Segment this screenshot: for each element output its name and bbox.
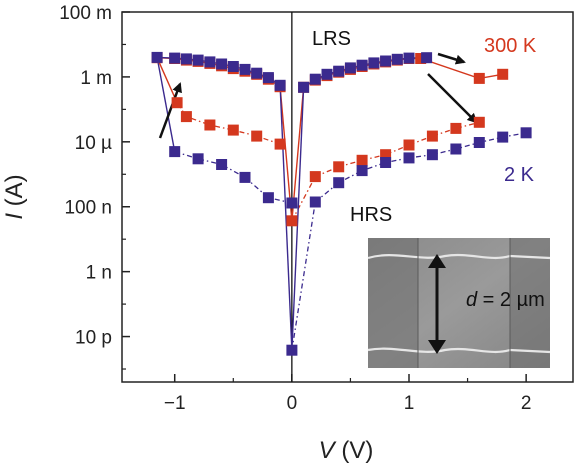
point-300k-lrs-pos-26 — [473, 72, 485, 84]
point-2k-hrs-4 — [380, 157, 392, 168]
point-2k-lrs-pos-18 — [309, 73, 321, 85]
point-2k-hrs-8 — [473, 137, 485, 148]
point-300k-hrs-neg-13 — [180, 111, 192, 123]
lrs-label: LRS — [312, 28, 351, 50]
x-tick-label-3: 2 — [521, 393, 532, 414]
point-2k-lrs-pos-27 — [421, 52, 433, 64]
lrs-neg-origin-line-2k — [279, 85, 293, 351]
point-300k-hrs-4 — [380, 149, 392, 161]
x-tick-label-2: 1 — [404, 393, 415, 414]
sweep-arrow-left — [158, 82, 182, 139]
point-300k-hrs-neg-9 — [274, 138, 286, 150]
y-tick-label-5: 10 p — [75, 328, 112, 349]
y-tick-label-3: 100 n — [64, 198, 112, 219]
sweep-arrow-top-right — [437, 52, 466, 65]
point-300k-lrs-pos-25 — [415, 53, 427, 64]
point-2k-hrs-neg-15 — [192, 153, 204, 165]
point-2k-lrs-neg-36 — [180, 53, 192, 65]
point-300k-hrs-neg-10 — [251, 130, 263, 142]
point-2k-lrs-pos-20 — [333, 65, 345, 77]
point-300k-hrs-neg-11 — [227, 124, 239, 136]
x-axis-unit: (V) — [341, 437, 373, 464]
y-axis-label: I (A) — [1, 174, 28, 219]
axis-ticks: −1 0 1 2 100 m 1 m 10 µ 100 n 1 n 10 p — [59, 3, 531, 414]
y-axis-var: I — [1, 213, 28, 220]
point-300k-hrs-5 — [403, 139, 415, 151]
y-tick-label-2: 10 µ — [75, 133, 112, 154]
point-2k-hrs-9 — [497, 131, 509, 143]
point-2k-lrs-neg-37 — [169, 52, 181, 64]
point-2k-hrs-2 — [333, 177, 345, 189]
y-tick-label-1: 1 m — [80, 68, 112, 89]
lrs-pos-origin-line-2k — [291, 87, 305, 351]
set-jump-line-300k — [156, 57, 178, 103]
point-300k-hrs-0 — [286, 215, 298, 227]
point-2k-lrs-neg-38 — [151, 51, 163, 63]
point-2k-hrs-1 — [309, 196, 321, 208]
point-300k-hrs-neg-14 — [171, 97, 183, 109]
point-2k-lrs-neg-32 — [227, 61, 239, 72]
inset-label-value: = 2 µm — [477, 289, 545, 311]
y-tick-label-0: 100 m — [59, 3, 112, 24]
hrs-label: HRS — [350, 204, 392, 226]
x-tick-label-1: 0 — [287, 393, 298, 414]
point-2k-lrs-pos-19 — [321, 68, 333, 80]
inset-sem-image — [367, 238, 551, 368]
inset-label: d = 2 µm — [466, 289, 545, 311]
point-2k-lrs-neg-33 — [216, 58, 228, 70]
set-jump-line-2k — [156, 57, 176, 152]
point-2k-hrs-0 — [286, 344, 298, 356]
point-300k-lrs-pos-27 — [497, 68, 509, 80]
point-2k-lrs-neg-28 — [274, 79, 286, 91]
point-2k-lrs-pos-17 — [298, 81, 310, 93]
x-tick-label-0: −1 — [164, 393, 186, 414]
point-2k-lrs-pos-22 — [356, 59, 368, 71]
point-2k-hrs-neg-11 — [286, 197, 298, 209]
point-300k-hrs-6 — [426, 130, 438, 142]
inset-label-var: d — [466, 289, 478, 311]
plot-frame — [121, 11, 574, 383]
point-2k-lrs-pos-26 — [403, 52, 415, 64]
point-300k-hrs-3 — [356, 154, 368, 166]
point-2k-lrs-pos-21 — [344, 62, 356, 74]
series-markers — [151, 51, 532, 356]
point-300k-hrs-1 — [309, 171, 321, 183]
legend-2k: 2 K — [504, 164, 535, 186]
x-axis-label: V (V) — [319, 437, 374, 464]
point-2k-lrs-neg-34 — [204, 56, 216, 68]
point-300k-hrs-7 — [450, 122, 462, 134]
point-2k-hrs-neg-16 — [169, 146, 181, 158]
x-axis-var: V — [319, 437, 337, 464]
point-2k-lrs-pos-24 — [380, 55, 392, 67]
point-2k-hrs-neg-13 — [239, 171, 251, 183]
point-2k-lrs-neg-29 — [262, 72, 274, 84]
hrs-neg-line-2k — [174, 150, 293, 204]
point-300k-hrs-neg-12 — [204, 119, 216, 131]
sweep-arrow-down-right — [427, 73, 478, 124]
point-300k-hrs-2 — [333, 161, 345, 173]
point-2k-lrs-neg-35 — [192, 54, 204, 66]
hrs-line-300k — [291, 121, 480, 222]
point-300k-hrs-8 — [473, 116, 485, 128]
point-2k-hrs-3 — [356, 165, 368, 177]
point-2k-hrs-neg-14 — [216, 159, 228, 170]
point-2k-lrs-pos-23 — [368, 57, 380, 69]
point-2k-hrs-7 — [450, 143, 462, 155]
hrs-neg-line-300k — [176, 102, 281, 145]
y-axis-unit: (A) — [1, 174, 28, 206]
point-2k-lrs-neg-30 — [251, 67, 263, 79]
point-2k-lrs-neg-31 — [239, 63, 251, 75]
point-2k-hrs-10 — [520, 127, 532, 139]
point-2k-lrs-pos-25 — [391, 53, 403, 65]
point-2k-hrs-6 — [426, 149, 438, 161]
legend-300k: 300 K — [484, 35, 537, 57]
point-2k-hrs-5 — [403, 152, 415, 164]
point-2k-hrs-neg-12 — [262, 192, 274, 204]
y-tick-label-4: 1 n — [86, 263, 112, 284]
